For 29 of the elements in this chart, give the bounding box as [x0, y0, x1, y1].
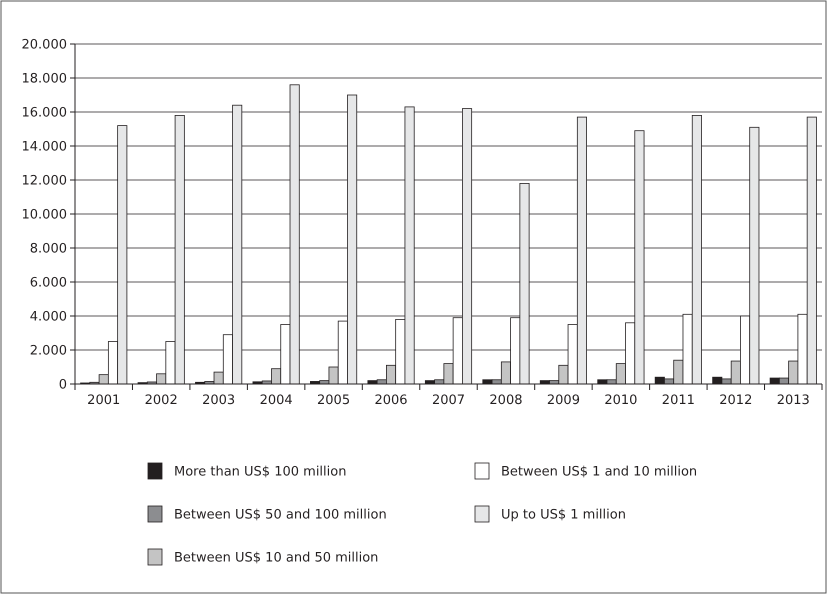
- legend-label: Between US$ 50 and 100 million: [174, 508, 387, 523]
- legend-label: Between US$ 10 and 50 million: [174, 550, 378, 566]
- y-tick-label: 4.000: [30, 310, 67, 325]
- y-tick-label: 14.000: [22, 140, 67, 155]
- x-tick-label: 2008: [489, 393, 523, 408]
- x-tick-label: 2004: [260, 393, 293, 408]
- y-tick-label: 18.000: [22, 72, 67, 87]
- x-tick-label: 2009: [546, 393, 580, 408]
- x-tick-label: 2006: [374, 393, 408, 408]
- legend-label: Between US$ 1 and 10 million: [501, 464, 698, 480]
- y-tick-label: 20.000: [22, 38, 67, 53]
- y-tick-label: 2.000: [30, 344, 67, 359]
- x-tick-label: 2011: [662, 393, 695, 408]
- y-tick-label: 8.000: [30, 242, 67, 257]
- y-tick-label: 10.000: [22, 208, 67, 223]
- y-tick-label: 12.000: [22, 174, 67, 189]
- x-tick-label: 2013: [776, 393, 810, 408]
- x-tick-label: 2001: [87, 393, 120, 408]
- y-tick-label: 16.000: [22, 106, 67, 121]
- legend-label: More than US$ 100 million: [174, 464, 346, 480]
- x-tick-label: 2002: [144, 393, 178, 408]
- legend-label: Up to US$ 1 million: [501, 508, 626, 523]
- y-tick-label: 0: [58, 378, 67, 393]
- x-tick-label: 2005: [317, 393, 350, 408]
- y-tick-label: 6.000: [30, 276, 67, 291]
- x-tick-label: 2003: [202, 393, 236, 408]
- x-tick-label: 2012: [719, 393, 752, 408]
- x-tick-label: 2007: [432, 393, 466, 408]
- x-tick-label: 2010: [604, 393, 638, 408]
